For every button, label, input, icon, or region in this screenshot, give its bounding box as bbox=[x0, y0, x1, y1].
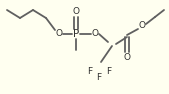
Text: O: O bbox=[139, 22, 146, 30]
Text: F: F bbox=[96, 74, 102, 83]
Text: P: P bbox=[73, 29, 79, 39]
Text: O: O bbox=[55, 30, 63, 39]
Text: O: O bbox=[124, 53, 130, 61]
Text: O: O bbox=[73, 8, 79, 17]
Text: O: O bbox=[91, 30, 99, 39]
Text: F: F bbox=[106, 67, 112, 77]
Text: F: F bbox=[87, 67, 93, 77]
